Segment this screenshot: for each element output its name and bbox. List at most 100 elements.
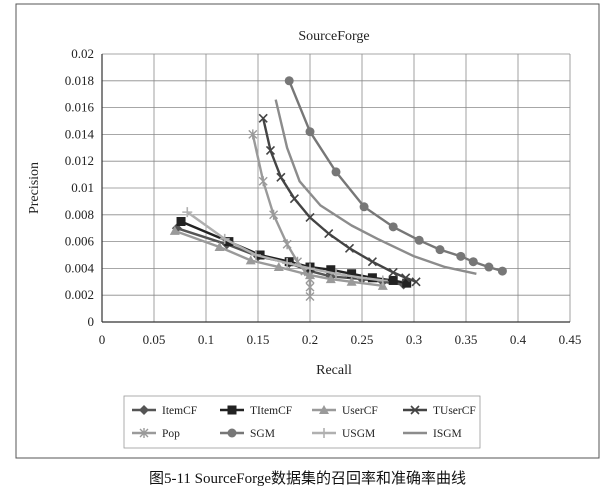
legend-label: SGM <box>250 428 275 440</box>
data-point-usercf <box>245 255 256 265</box>
x-tick-label: 0.35 <box>455 332 478 347</box>
series-tusercf <box>258 113 421 287</box>
data-point-pop <box>269 209 279 220</box>
x-axis-label: Recall <box>316 363 352 378</box>
x-tick-label: 0.15 <box>247 332 270 347</box>
data-point-pop <box>258 176 268 187</box>
legend-item-itemcf: ItemCF <box>132 405 197 417</box>
data-point-sgm <box>468 257 478 267</box>
legend-marker <box>410 405 420 415</box>
data-point-titemcf <box>326 265 336 275</box>
data-point-pop <box>248 129 258 140</box>
legend-marker <box>227 428 237 438</box>
series-usgm <box>182 207 388 286</box>
data-point-sgm <box>388 222 398 232</box>
x-tick-label: 0.25 <box>351 332 374 347</box>
x-tick-label: 0.3 <box>406 332 422 347</box>
data-point-usercf <box>169 225 180 235</box>
legend-label: TItemCF <box>250 405 292 417</box>
grid-layer <box>101 53 571 323</box>
data-point-sgm <box>359 202 369 212</box>
y-tick-label: 0.018 <box>65 73 94 88</box>
legend-item-usgm: USGM <box>312 428 375 440</box>
data-point-tusercf <box>289 194 299 204</box>
legend: ItemCF TItemCF UserCF TUserCF Pop SGM USGM ISGM <box>132 405 476 440</box>
data-point-tusercf <box>411 277 421 287</box>
data-point-sgm <box>414 235 424 245</box>
y-tick-label: 0.02 <box>71 46 94 61</box>
figure-caption: 图5-11 SourceForge数据集的召回率和准确率曲线 <box>148 471 467 487</box>
legend-item-usercf: UserCF <box>312 405 378 417</box>
data-point-pop <box>282 239 292 250</box>
series-line-sgm <box>288 80 503 273</box>
data-point-pop <box>305 291 315 302</box>
chart-frame <box>15 3 600 459</box>
legend-label: Pop <box>162 428 180 440</box>
data-point-usgm <box>331 268 341 279</box>
data-point-tusercf <box>305 212 315 223</box>
y-tick-label: 0.01 <box>71 180 94 195</box>
y-tick-label: 0.012 <box>65 153 94 168</box>
data-point-usgm <box>305 263 315 274</box>
series-pop <box>248 129 315 302</box>
legend-marker <box>227 405 237 415</box>
data-point-sgm <box>331 167 341 177</box>
data-point-usercf <box>273 262 284 272</box>
data-point-titemcf <box>284 257 294 267</box>
data-point-usgm <box>219 233 230 244</box>
series-titemcf <box>176 217 412 288</box>
data-point-usgm <box>377 275 388 286</box>
y-tick-label: 0.006 <box>65 234 95 249</box>
x-tick-label: 0.45 <box>559 332 582 347</box>
data-point-pop <box>305 282 315 293</box>
data-point-tusercf <box>324 228 334 239</box>
data-point-sgm <box>305 127 315 137</box>
legend-box <box>123 395 481 449</box>
data-point-titemcf <box>402 278 412 288</box>
legend-label: UserCF <box>342 405 378 417</box>
chart-title: SourceForge <box>298 29 369 44</box>
data-point-tusercf <box>258 113 268 123</box>
data-point-tusercf <box>388 267 398 277</box>
series-sgm <box>284 76 507 276</box>
data-point-tusercf <box>367 257 377 267</box>
data-point-sgm <box>484 262 494 272</box>
data-point-titemcf <box>388 275 398 285</box>
legend-item-isgm: ISGM <box>403 428 462 440</box>
series-line-usercf <box>174 229 383 287</box>
x-tick-label: 0 <box>99 332 106 347</box>
legend-marker <box>319 428 329 438</box>
data-point-usgm <box>357 272 367 283</box>
legend-item-tusercf: TUserCF <box>403 405 476 417</box>
y-tick-label: 0.008 <box>65 207 94 222</box>
series-usercf <box>169 225 388 290</box>
y-tick-label: 0.004 <box>65 260 95 275</box>
series-layer <box>169 76 507 302</box>
y-axis-label: Precision <box>27 162 42 214</box>
data-point-titemcf <box>347 269 357 279</box>
data-point-usgm <box>250 250 261 260</box>
data-point-usgm <box>282 258 293 269</box>
legend-label: ISGM <box>433 428 462 440</box>
axis-layer: 0 0.05 0.1 0.15 0.2 0.25 0.3 0.35 0.4 0.45 0 0.002 0… <box>65 46 582 347</box>
x-tick-label: 0.1 <box>198 332 214 347</box>
data-point-tusercf <box>344 243 355 253</box>
y-tick-label: 0.016 <box>65 100 95 115</box>
data-point-usgm <box>182 207 193 218</box>
legend-item-titemcf: TItemCF <box>220 405 292 417</box>
legend-label: TUserCF <box>433 405 476 417</box>
y-tick-label: 0.014 <box>65 126 95 141</box>
legend-marker <box>139 428 149 438</box>
x-tick-label: 0.05 <box>143 332 166 347</box>
data-point-usercf <box>325 274 336 284</box>
data-point-titemcf <box>176 217 186 226</box>
data-point-usercf <box>214 241 225 251</box>
data-point-sgm <box>456 251 466 261</box>
data-point-tusercf <box>276 172 286 182</box>
series-line-isgm <box>274 99 477 275</box>
y-tick-label: 0 <box>88 314 95 329</box>
x-tick-label: 0.2 <box>302 332 318 347</box>
legend-item-pop: Pop <box>132 428 180 440</box>
